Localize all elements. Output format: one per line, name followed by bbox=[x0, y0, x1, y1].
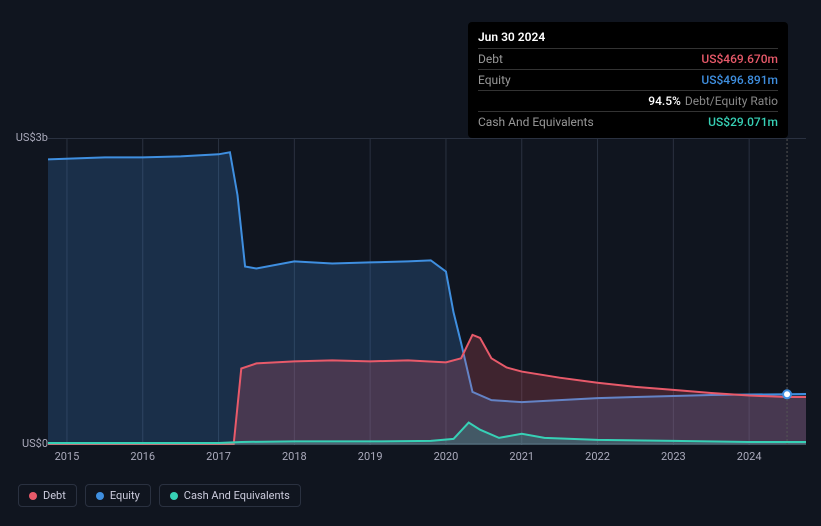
legend-swatch bbox=[96, 492, 104, 500]
chart-svg bbox=[48, 139, 806, 445]
legend-label: Debt bbox=[43, 489, 66, 502]
tooltip-rows: DebtUS$469.670mEquityUS$496.891m94.5%Deb… bbox=[478, 48, 778, 132]
legend-swatch bbox=[170, 492, 178, 500]
tooltip-row: 94.5%Debt/Equity Ratio bbox=[478, 90, 778, 111]
tooltip-row-suffix: Debt/Equity Ratio bbox=[685, 92, 778, 110]
chart-plot-area[interactable] bbox=[48, 138, 806, 444]
x-axis-label: 2024 bbox=[737, 450, 762, 463]
x-axis-label: 2015 bbox=[55, 450, 80, 463]
tooltip-row-label: Equity bbox=[478, 71, 701, 89]
x-axis-label: 2022 bbox=[585, 450, 610, 463]
tooltip-row-value: US$496.891m bbox=[701, 71, 778, 89]
tooltip-row-label: Debt bbox=[478, 50, 701, 68]
x-axis-label: 2021 bbox=[509, 450, 534, 463]
x-axis-label: 2017 bbox=[206, 450, 231, 463]
hover-dot bbox=[783, 390, 791, 398]
tooltip-row-value: US$469.670m bbox=[701, 50, 778, 68]
x-axis-label: 2023 bbox=[661, 450, 686, 463]
tooltip-row-value: 94.5% bbox=[648, 92, 681, 110]
x-axis-label: 2016 bbox=[130, 450, 155, 463]
legend-item[interactable]: Equity bbox=[85, 484, 151, 507]
y-axis-label: US$0 bbox=[22, 437, 48, 450]
y-axis-label: US$3b bbox=[16, 131, 48, 144]
tooltip-date: Jun 30 2024 bbox=[478, 28, 778, 48]
x-axis-label: 2019 bbox=[358, 450, 383, 463]
chart-tooltip: Jun 30 2024 DebtUS$469.670mEquityUS$496.… bbox=[468, 22, 788, 138]
chart-legend: Debt Equity Cash And Equivalents bbox=[18, 484, 301, 507]
legend-swatch bbox=[29, 492, 37, 500]
tooltip-row: DebtUS$469.670m bbox=[478, 48, 778, 69]
x-axis-label: 2020 bbox=[434, 450, 459, 463]
tooltip-row-label bbox=[478, 92, 648, 110]
tooltip-row: EquityUS$496.891m bbox=[478, 69, 778, 90]
legend-label: Equity bbox=[110, 489, 140, 502]
x-axis-label: 2018 bbox=[282, 450, 307, 463]
legend-item[interactable]: Cash And Equivalents bbox=[159, 484, 301, 507]
chart-container: 2015 2016 2017 2018 2019 2020 2021 2022 2023 2024… bbox=[18, 126, 806, 506]
legend-item[interactable]: Debt bbox=[18, 484, 77, 507]
legend-label: Cash And Equivalents bbox=[184, 489, 290, 502]
x-axis-labels: 2015 2016 2017 2018 2019 2020 2021 2022 2023 2024 bbox=[48, 450, 806, 466]
